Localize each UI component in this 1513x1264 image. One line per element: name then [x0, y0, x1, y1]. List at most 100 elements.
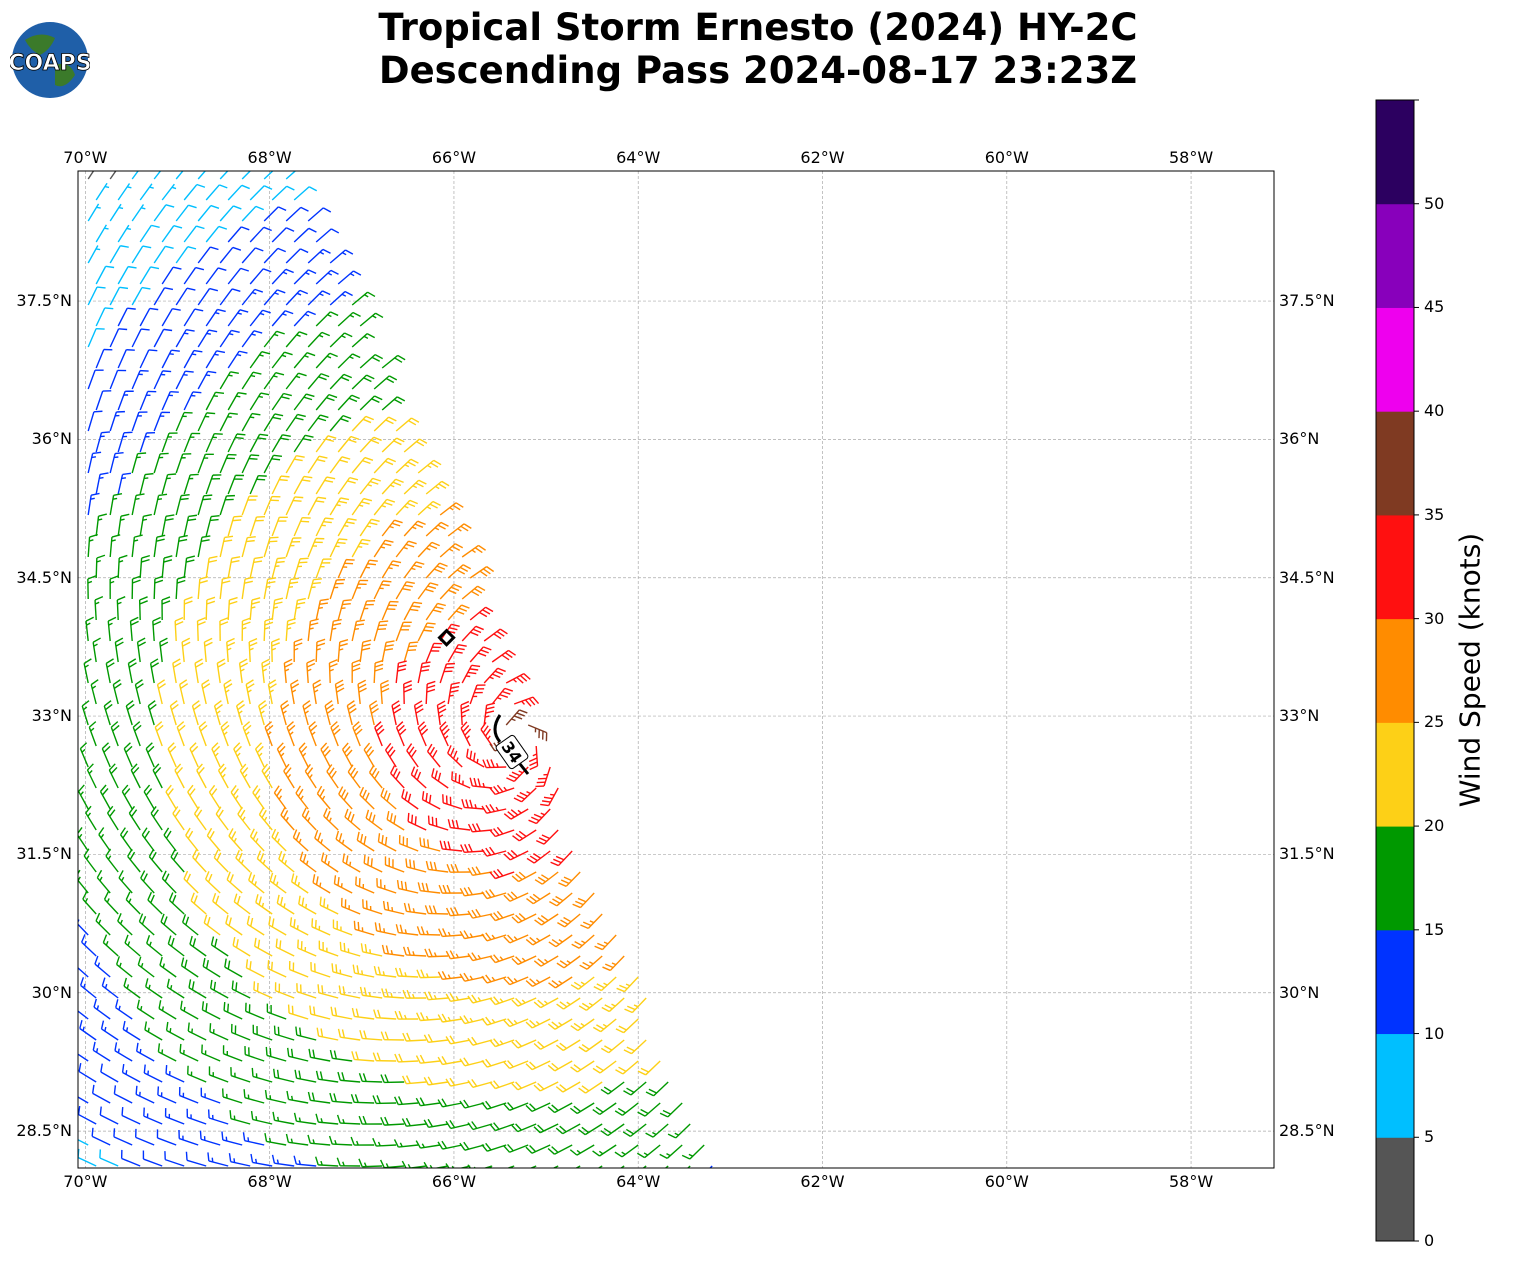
- barb-staff: [205, 391, 217, 411]
- barb-full: [525, 1021, 533, 1029]
- barb-staff: [293, 310, 309, 327]
- wind-barb: [109, 410, 125, 432]
- wind-barb: [329, 618, 342, 642]
- barb-staff: [417, 582, 431, 600]
- barb-full: [533, 960, 542, 967]
- wind-barb: [131, 245, 152, 264]
- barb-staff: [329, 291, 346, 306]
- barb-staff: [267, 968, 287, 978]
- barb-full: [106, 662, 115, 668]
- barb-staff: [384, 995, 405, 999]
- barb-half: [119, 919, 123, 925]
- barb-staff: [329, 497, 342, 516]
- barb-full: [578, 1005, 587, 1011]
- barb-full: [281, 853, 286, 862]
- barb-full: [450, 863, 455, 873]
- barb-staff: [332, 1100, 353, 1104]
- wind-barb: [533, 1081, 559, 1092]
- barb-staff: [509, 976, 529, 986]
- barb-full: [451, 623, 460, 627]
- barb-full: [81, 700, 90, 707]
- wind-barb: [118, 870, 133, 894]
- wind-barb: [243, 1089, 265, 1104]
- lon-tick-bottom: 60°W: [984, 1172, 1029, 1191]
- barb-full: [467, 886, 473, 896]
- barb-half: [81, 748, 86, 753]
- barb-staff: [509, 1060, 529, 1070]
- wind-barb: [511, 955, 537, 966]
- wind-barb: [326, 764, 339, 789]
- barb-full: [100, 1063, 103, 1073]
- barb-full: [507, 1018, 514, 1026]
- wind-barb: [403, 902, 427, 915]
- barb-full: [184, 596, 193, 601]
- barb-staff: [621, 1144, 639, 1158]
- barb-full: [374, 395, 383, 401]
- barb-half: [382, 971, 385, 976]
- barb-full: [322, 248, 331, 254]
- wind-barb: [159, 637, 169, 663]
- barb-full: [174, 763, 182, 771]
- barb-full: [211, 514, 220, 518]
- wind-barb: [85, 805, 97, 831]
- wind-barb: [310, 962, 331, 978]
- wind-barb: [659, 1144, 683, 1159]
- barb-full: [125, 891, 131, 900]
- wind-barb: [395, 458, 419, 474]
- barb-half: [536, 937, 541, 942]
- barb-full: [563, 876, 573, 882]
- barb-full: [362, 1073, 367, 1082]
- barb-full: [167, 935, 172, 945]
- wind-barb: [227, 309, 249, 327]
- barb-full: [421, 665, 430, 669]
- barb-full: [141, 827, 148, 836]
- barb-staff: [509, 934, 529, 944]
- barb-staff: [249, 516, 258, 537]
- barb-half: [611, 1003, 616, 1007]
- barb-full: [411, 814, 414, 824]
- barb-staff: [138, 599, 141, 621]
- barb-full: [312, 582, 321, 585]
- barb-half: [367, 483, 372, 487]
- barb-staff: [509, 1018, 529, 1028]
- barb-half: [237, 312, 242, 315]
- barb-full: [350, 435, 360, 440]
- wind-barb: [165, 784, 177, 810]
- barb-full: [537, 1041, 545, 1048]
- barb-full: [359, 986, 364, 996]
- wind-barb: [358, 1115, 383, 1125]
- barb-full: [274, 831, 279, 841]
- barb-full: [614, 1110, 623, 1116]
- barb-full: [419, 438, 428, 444]
- wind-barb: [237, 806, 251, 831]
- barb-full: [118, 328, 128, 331]
- wind-barb: [197, 412, 216, 432]
- barb-full: [209, 1023, 212, 1032]
- barb-staff: [283, 770, 295, 789]
- barb-full: [361, 647, 371, 651]
- barb-full: [294, 1069, 298, 1079]
- wind-barb: [258, 700, 268, 726]
- wind-barb: [271, 392, 292, 411]
- barb-staff: [135, 1136, 155, 1146]
- wind-barb: [511, 1165, 537, 1168]
- barb-full: [130, 809, 138, 817]
- lat-tick-right: 33°N: [1279, 706, 1320, 726]
- barb-staff: [563, 997, 581, 1010]
- wind-barb: [223, 679, 233, 705]
- barb-full: [188, 204, 197, 209]
- barb-half: [296, 925, 299, 930]
- lon-tick-top: 68°W: [247, 148, 292, 167]
- barb-staff: [354, 928, 375, 936]
- barb-full: [534, 919, 542, 926]
- barb-staff: [341, 905, 361, 915]
- wind-barb: [242, 1132, 265, 1146]
- wind-barb: [329, 538, 348, 558]
- barb-staff: [548, 787, 559, 806]
- barb-half: [298, 838, 302, 844]
- barb-full: [91, 1084, 95, 1094]
- wind-barb: [308, 721, 318, 747]
- barb-full: [432, 749, 438, 759]
- barb-full: [295, 417, 304, 421]
- barb-full: [280, 475, 290, 478]
